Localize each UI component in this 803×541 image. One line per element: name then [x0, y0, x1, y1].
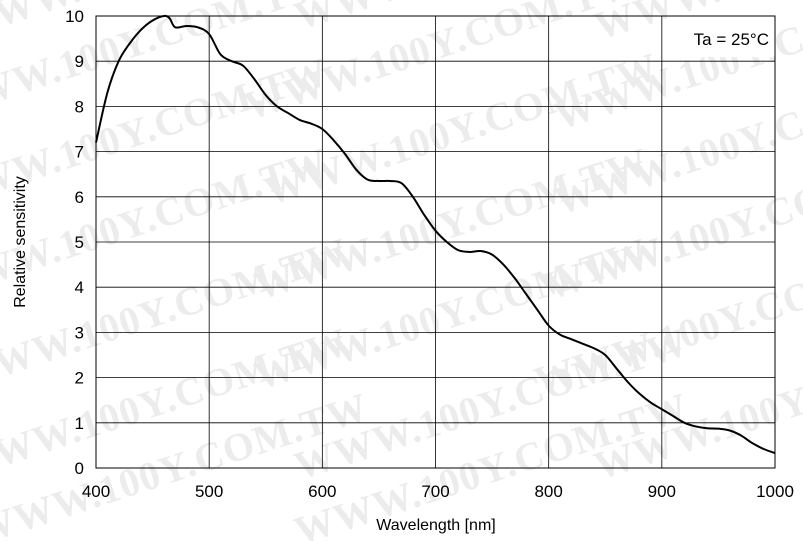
- x-tick-label: 400: [82, 482, 110, 501]
- x-tick-label: 800: [534, 482, 562, 501]
- y-tick-label: 1: [75, 414, 84, 433]
- x-tick-label: 600: [308, 482, 336, 501]
- x-axis-label: Wavelength [nm]: [376, 517, 495, 534]
- series-layer: [95, 14, 776, 455]
- sensitivity-curve: [95, 14, 776, 455]
- y-tick-labels: 0 1 2 3 4 5 6 7 8 9 10: [65, 7, 84, 478]
- x-tick-label: 700: [421, 482, 449, 501]
- temperature-annotation: Ta = 25°C: [694, 30, 769, 49]
- y-tick-label: 3: [75, 323, 84, 342]
- y-tick-label: 4: [75, 278, 84, 297]
- y-tick-label: 7: [75, 143, 84, 162]
- annotation-background: [664, 19, 774, 57]
- y-tick-label: 6: [75, 188, 84, 207]
- x-tick-labels: 400 500 600 700 800 900 1000: [82, 482, 794, 501]
- x-tick-label: 500: [195, 482, 223, 501]
- x-tick-label: 1000: [756, 482, 794, 501]
- y-axis-label: Relative sensitivity: [12, 176, 29, 308]
- y-tick-label: 9: [75, 52, 84, 71]
- y-tick-label: 2: [75, 369, 84, 388]
- annotation-box: Ta = 25°C: [664, 19, 774, 57]
- y-tick-label: 10: [65, 7, 84, 26]
- y-tick-label: 0: [75, 459, 84, 478]
- plot-frame: [95, 15, 776, 469]
- y-tick-label: 5: [75, 233, 84, 252]
- x-tick-label: 900: [648, 482, 676, 501]
- y-tick-label: 8: [75, 97, 84, 116]
